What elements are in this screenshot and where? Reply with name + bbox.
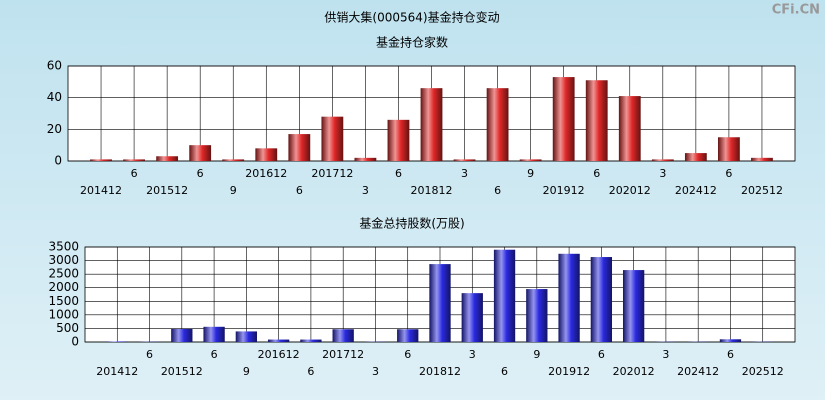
x-tick-label: 201412 bbox=[80, 184, 122, 197]
bar bbox=[123, 159, 145, 161]
x-tick-label: 202412 bbox=[677, 365, 719, 378]
bar bbox=[718, 137, 740, 161]
bar bbox=[486, 88, 509, 161]
x-tick-label: 6 bbox=[146, 348, 153, 361]
x-tick-label: 6 bbox=[501, 365, 508, 378]
x-tick-label: 3 bbox=[461, 167, 468, 180]
bar bbox=[354, 157, 377, 161]
y-tick-label: 0 bbox=[71, 335, 79, 349]
x-tick-label: 201912 bbox=[543, 184, 585, 197]
y-tick-label: 40 bbox=[47, 90, 62, 104]
x-tick-label: 6 bbox=[395, 167, 402, 180]
bar bbox=[255, 148, 278, 161]
y-tick-label: 2500 bbox=[48, 267, 79, 281]
x-tick-label: 6 bbox=[598, 348, 605, 361]
y-tick-label: 0 bbox=[54, 154, 62, 168]
x-tick-label: 3 bbox=[659, 167, 666, 180]
y-tick-label: 1000 bbox=[48, 307, 79, 321]
bar bbox=[288, 134, 311, 161]
x-tick-label: 201712 bbox=[322, 348, 364, 361]
bar bbox=[585, 80, 608, 161]
bar bbox=[526, 289, 548, 342]
bar bbox=[267, 339, 290, 342]
bar bbox=[622, 270, 645, 342]
x-tick-label: 201412 bbox=[96, 365, 138, 378]
bar bbox=[203, 326, 225, 342]
x-tick-label: 3 bbox=[362, 184, 369, 197]
x-tick-label: 9 bbox=[527, 167, 534, 180]
x-tick-label: 6 bbox=[727, 348, 734, 361]
bar bbox=[106, 341, 128, 342]
x-tick-label: 6 bbox=[494, 184, 501, 197]
bar bbox=[590, 257, 613, 342]
y-tick-label: 20 bbox=[47, 122, 62, 136]
bar bbox=[552, 77, 575, 161]
chart-subtitle: 基金总持股数(万股) bbox=[359, 216, 464, 231]
bar bbox=[90, 159, 112, 161]
bar bbox=[171, 328, 193, 342]
x-tick-label: 201812 bbox=[419, 365, 461, 378]
y-tick-label: 2000 bbox=[48, 280, 79, 294]
y-tick-label: 3500 bbox=[48, 240, 79, 254]
x-tick-label: 202012 bbox=[613, 365, 655, 378]
bar bbox=[618, 96, 641, 161]
bar bbox=[222, 159, 245, 161]
x-tick-label: 6 bbox=[404, 348, 411, 361]
bar bbox=[420, 88, 443, 161]
bar bbox=[332, 329, 354, 342]
x-tick-label: 202512 bbox=[742, 365, 784, 378]
x-tick-label: 201512 bbox=[146, 184, 188, 197]
bar bbox=[751, 157, 773, 161]
chart-title: 供销大集(000564)基金持仓变动 bbox=[324, 10, 499, 25]
x-tick-label: 201812 bbox=[411, 184, 453, 197]
bar bbox=[461, 293, 483, 342]
y-tick-label: 500 bbox=[56, 321, 79, 335]
bar bbox=[684, 153, 707, 161]
x-tick-label: 201912 bbox=[548, 365, 590, 378]
y-tick-label: 1500 bbox=[48, 294, 79, 308]
x-tick-label: 201612 bbox=[245, 167, 287, 180]
x-tick-label: 202012 bbox=[609, 184, 651, 197]
x-tick-label: 202412 bbox=[675, 184, 717, 197]
y-tick-label: 60 bbox=[47, 59, 62, 73]
bar bbox=[453, 159, 476, 161]
bar bbox=[651, 159, 674, 161]
bar bbox=[300, 339, 322, 342]
x-tick-label: 201712 bbox=[311, 167, 353, 180]
watermark: CFi.CN bbox=[772, 3, 820, 18]
bar bbox=[493, 249, 516, 342]
bar bbox=[156, 156, 179, 161]
x-tick-label: 3 bbox=[469, 348, 476, 361]
bar bbox=[387, 119, 410, 161]
bar bbox=[719, 339, 742, 342]
bar bbox=[235, 331, 258, 342]
x-tick-label: 3 bbox=[662, 348, 669, 361]
x-tick-label: 201612 bbox=[258, 348, 300, 361]
bar bbox=[429, 264, 451, 342]
bar bbox=[321, 116, 344, 161]
x-tick-label: 9 bbox=[243, 365, 250, 378]
x-tick-label: 6 bbox=[593, 167, 600, 180]
x-tick-label: 9 bbox=[533, 348, 540, 361]
x-tick-label: 6 bbox=[211, 348, 218, 361]
x-tick-label: 6 bbox=[131, 167, 138, 180]
x-tick-label: 6 bbox=[296, 184, 303, 197]
bar bbox=[558, 253, 580, 342]
bar bbox=[519, 159, 542, 161]
bar bbox=[189, 145, 212, 161]
x-tick-label: 201512 bbox=[161, 365, 203, 378]
x-tick-label: 6 bbox=[197, 167, 204, 180]
chart-subtitle: 基金持仓家数 bbox=[376, 35, 448, 50]
x-tick-label: 202512 bbox=[741, 184, 783, 197]
x-tick-label: 3 bbox=[372, 365, 379, 378]
y-tick-label: 3000 bbox=[48, 253, 79, 267]
x-tick-label: 6 bbox=[725, 167, 732, 180]
x-tick-label: 9 bbox=[230, 184, 237, 197]
x-tick-label: 6 bbox=[307, 365, 314, 378]
bar bbox=[397, 329, 419, 342]
